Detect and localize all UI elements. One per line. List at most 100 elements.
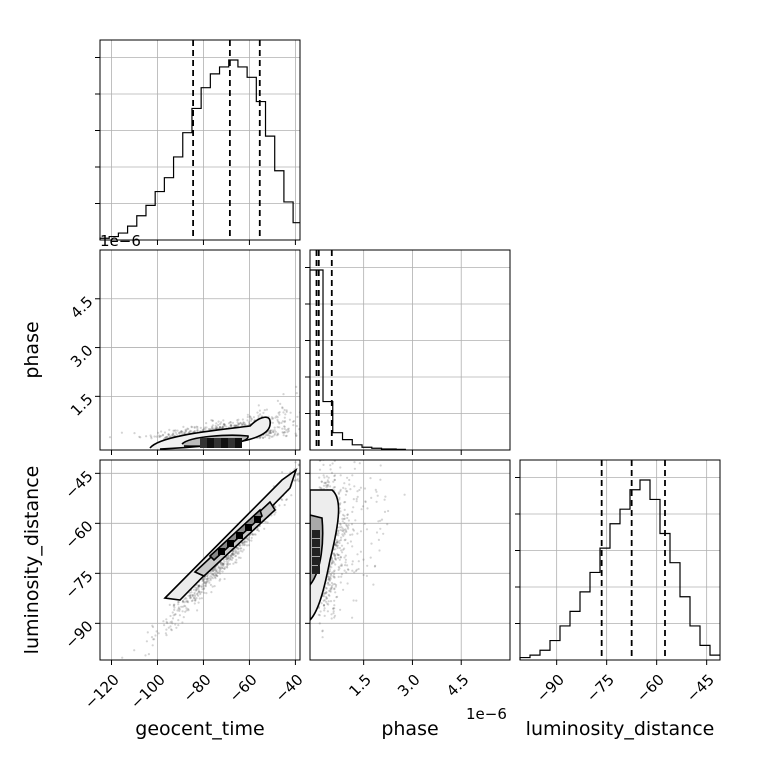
scatter-point	[318, 622, 321, 625]
scatter-point	[336, 541, 339, 544]
scatter-point	[246, 415, 249, 419]
scatter-point	[256, 411, 259, 414]
scatter-point	[339, 581, 342, 584]
scatter-point	[231, 552, 234, 555]
scatter-point	[215, 569, 218, 573]
scatter-point	[195, 597, 198, 600]
scatter-point	[229, 558, 232, 561]
scatter-point	[226, 556, 229, 559]
scatter-point	[246, 413, 249, 416]
scatter-point	[176, 609, 179, 612]
scatter-point	[181, 431, 184, 434]
scatter-point	[328, 589, 331, 592]
scatter-point	[355, 497, 358, 501]
scatter-point	[337, 532, 340, 535]
scatter-point	[203, 587, 206, 590]
scatter-point	[178, 609, 181, 613]
scatter-point	[174, 431, 177, 434]
scatter-point	[345, 523, 348, 526]
scatter-point	[226, 561, 229, 565]
scatter-point	[380, 518, 384, 521]
scatter-point	[333, 573, 336, 576]
scatter-point	[178, 432, 181, 435]
scatter-point	[217, 565, 220, 568]
scatter-point	[373, 565, 376, 568]
scatter-point	[234, 424, 237, 427]
scatter-point	[205, 426, 208, 429]
scatter-point	[297, 464, 300, 467]
scatter-point	[215, 426, 218, 429]
scatter-point	[253, 533, 256, 536]
scatter-point	[339, 608, 342, 611]
scatter-point	[213, 573, 216, 576]
scatter-point	[212, 569, 215, 572]
scatter-point	[217, 423, 220, 427]
scatter-point	[197, 585, 200, 588]
scatter-point	[250, 536, 253, 540]
scatter-point	[185, 600, 188, 603]
scatter-point	[366, 507, 369, 510]
scatter-point	[170, 620, 173, 623]
scatter-point	[247, 536, 250, 539]
scatter-point	[281, 498, 284, 502]
scatter-point	[203, 591, 206, 594]
scatter-point	[283, 431, 286, 434]
scatter-point	[333, 588, 336, 591]
scatter-point	[330, 471, 334, 474]
scatter-point	[242, 542, 245, 545]
panel-1-1	[305, 249, 511, 455]
scatter-point	[343, 482, 346, 485]
scatter-point	[342, 530, 345, 533]
scatter-point	[217, 571, 220, 574]
scatter-point	[334, 557, 337, 560]
scatter-point	[295, 424, 298, 428]
scatter-point	[336, 541, 339, 545]
scatter-point	[149, 434, 152, 437]
scatter-point	[334, 554, 337, 557]
scatter-point	[339, 502, 342, 505]
scatter-point	[295, 392, 298, 395]
scatter-point	[297, 480, 300, 483]
scatter-point	[204, 583, 207, 586]
scatter-point	[180, 430, 183, 433]
scatter-point	[235, 424, 238, 428]
scatter-point	[270, 416, 273, 419]
panel-0-0	[95, 39, 301, 245]
scatter-point	[386, 523, 389, 526]
scatter-point	[198, 590, 201, 593]
scatter-point	[278, 426, 281, 429]
scatter-point	[225, 560, 228, 563]
scatter-point	[337, 553, 340, 557]
scatter-point	[257, 414, 260, 417]
scatter-point	[161, 433, 165, 436]
panel-background	[100, 40, 300, 240]
labels-layer: geocent_time phase luminosity_distance p…	[21, 232, 714, 740]
scatter-point	[344, 493, 347, 496]
scatter-point	[214, 426, 217, 430]
scatter-point	[351, 569, 354, 572]
scatter-point	[188, 591, 191, 594]
scatter-point	[218, 567, 221, 570]
scatter-point	[248, 415, 252, 418]
scatter-point	[218, 425, 222, 428]
scatter-point	[282, 431, 285, 434]
scatter-point	[320, 487, 323, 490]
scatter-point	[224, 566, 227, 569]
scatter-point	[214, 569, 217, 572]
scatter-point	[266, 521, 269, 524]
scatter-point	[167, 626, 170, 629]
scatter-point	[246, 537, 249, 540]
scatter-point	[366, 564, 369, 567]
panel-background	[310, 250, 510, 450]
scatter-point	[206, 578, 209, 581]
scatter-point	[295, 434, 298, 437]
scatter-point	[185, 597, 188, 600]
scatter-point	[227, 555, 230, 558]
scatter-point	[173, 606, 176, 609]
scatter-point	[155, 435, 158, 438]
panel-background	[100, 460, 300, 660]
scatter-point	[403, 493, 406, 496]
scatter-point	[330, 617, 333, 620]
scatter-point	[272, 417, 275, 420]
scatter-point	[328, 583, 331, 587]
